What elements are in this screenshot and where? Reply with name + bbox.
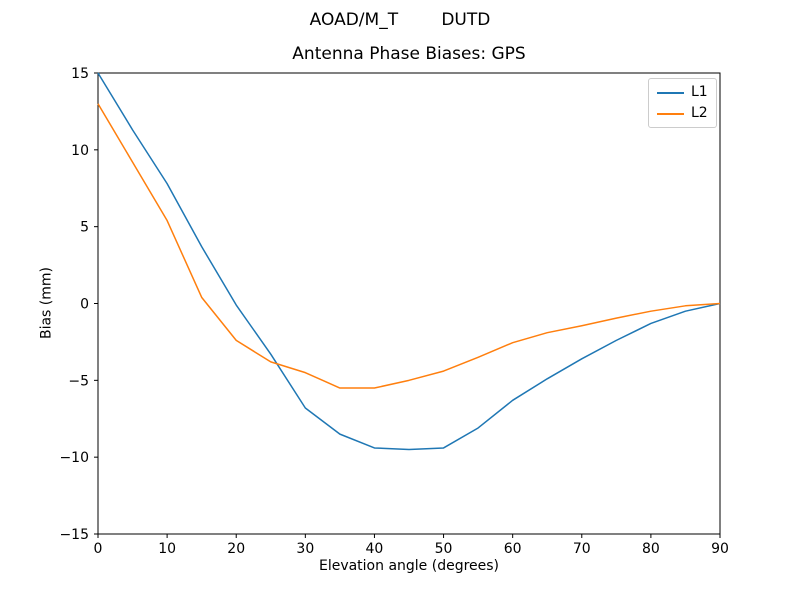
legend-label-l2: L2 xyxy=(691,105,708,121)
legend-line-sample-l1-icon xyxy=(657,91,684,94)
series-line-l1 xyxy=(97,72,721,451)
y-tick-label: 5 xyxy=(80,220,89,236)
y-tick-label: 10 xyxy=(71,143,89,159)
series-line-l2 xyxy=(97,103,721,389)
y-tick-label: −15 xyxy=(59,527,89,543)
legend-entry-l2: L2 xyxy=(657,105,708,122)
x-tick-label: 20 xyxy=(227,541,245,557)
y-tick-label: 0 xyxy=(80,297,89,313)
x-tick-label: 50 xyxy=(435,541,453,557)
x-axis-label: Elevation angle (degrees) xyxy=(318,558,500,574)
figure-suptitle: AOAD/M_T DUTD xyxy=(309,10,491,30)
x-axis-ticks: 0 10 20 30 40 50 60 70 80 90 xyxy=(94,534,729,557)
legend-entry-l1: L1 xyxy=(657,84,708,101)
x-tick-label: 70 xyxy=(573,541,591,557)
y-tick-label: −5 xyxy=(68,373,89,389)
x-tick-label: 10 xyxy=(158,541,176,557)
legend: L1 L2 xyxy=(648,78,717,128)
x-tick-label: 90 xyxy=(711,541,729,557)
y-tick-label: 15 xyxy=(71,66,89,82)
y-axis-ticks: −15 −10 −5 0 5 10 15 xyxy=(59,66,98,543)
x-tick-label: 40 xyxy=(366,541,384,557)
y-axis-label: Bias (mm) xyxy=(38,266,55,340)
x-tick-label: 30 xyxy=(296,541,314,557)
legend-line-sample-l2-icon xyxy=(657,112,684,115)
legend-label-l1: L1 xyxy=(691,84,708,100)
x-tick-label: 60 xyxy=(504,541,522,557)
x-tick-label: 0 xyxy=(94,541,103,557)
y-tick-label: −10 xyxy=(59,450,89,466)
chart-title: Antenna Phase Biases: GPS xyxy=(292,44,526,64)
x-tick-label: 80 xyxy=(642,541,660,557)
axes-frame xyxy=(97,72,721,535)
